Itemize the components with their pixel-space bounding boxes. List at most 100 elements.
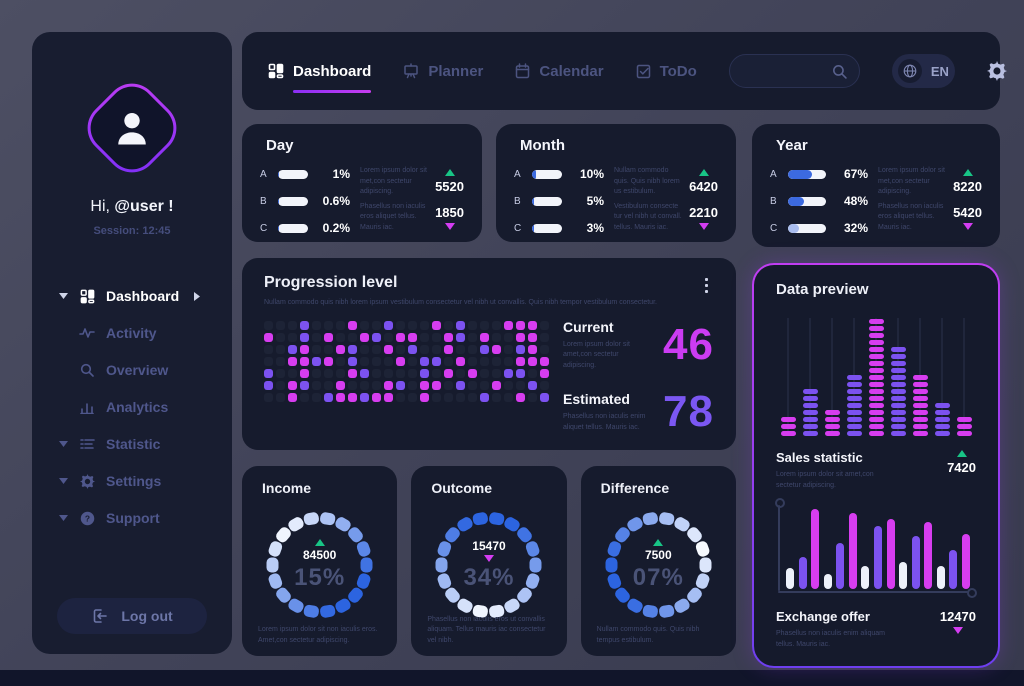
sidebar-item-label: Activity (106, 325, 157, 341)
progression-matrix (264, 320, 549, 438)
matrix-cell (432, 332, 441, 342)
exchange-bar (786, 568, 794, 589)
tab-todo[interactable]: ToDo (636, 63, 697, 80)
settings-button[interactable] (986, 54, 1007, 88)
tab-dashboard[interactable]: Dashboard (268, 62, 372, 93)
search-input[interactable] (741, 63, 832, 79)
trend-down-icon (952, 627, 963, 634)
bar-label: B (770, 195, 777, 207)
matrix-cell (336, 356, 345, 366)
globe-icon (897, 59, 922, 83)
matrix-cell (516, 380, 525, 390)
tab-planner[interactable]: Planner (403, 63, 483, 80)
equalizer-bar (846, 375, 862, 436)
sidebar-item-analytics[interactable]: Analytics (58, 396, 216, 418)
avatar[interactable] (76, 72, 188, 184)
activity-pulse-icon (78, 327, 96, 339)
matrix-cell (420, 332, 429, 342)
sidebar-item-support[interactable]: ? Support (58, 507, 216, 529)
matrix-cell (492, 380, 501, 390)
matrix-cell (336, 380, 345, 390)
matrix-cell (492, 392, 501, 402)
matrix-cell (372, 344, 381, 354)
matrix-cell (276, 380, 285, 390)
bar-label: C (770, 222, 778, 234)
logout-button[interactable]: Log out (57, 598, 207, 634)
matrix-cell (480, 344, 489, 354)
list-icon (78, 438, 96, 450)
matrix-cell (348, 392, 357, 402)
matrix-cell (504, 320, 513, 330)
progress-bar (278, 169, 308, 179)
language-selector[interactable]: EN (891, 54, 955, 88)
matrix-cell (384, 320, 393, 330)
matrix-cell (312, 344, 321, 354)
ring-percent: 07% (632, 563, 684, 591)
sidebar-item-settings[interactable]: Settings (58, 470, 216, 492)
trend-up-icon (444, 169, 455, 177)
matrix-cell (288, 380, 297, 390)
matrix-cell (336, 344, 345, 354)
note-text: Lorem ipsum dolor sit met,con sectetur a… (360, 167, 427, 195)
note-text: Lorem ipsum dolor sit non iaculis eros. … (258, 626, 378, 644)
trend-down-icon (962, 222, 973, 230)
card-title: Progression level (264, 274, 398, 291)
card-title: Difference (600, 480, 670, 496)
matrix-cell (372, 368, 381, 378)
exchange-bar (924, 522, 933, 589)
matrix-cell (504, 332, 513, 342)
matrix-cell (504, 344, 513, 354)
matrix-cell (264, 356, 273, 366)
sidebar-item-overview[interactable]: Overview (58, 359, 216, 381)
card-title: Outcome (431, 480, 493, 496)
note-text: Lorem ipsum dolor sit met,con sectetur a… (878, 167, 945, 195)
sidebar-item-dashboard[interactable]: Dashboard (58, 285, 216, 307)
kebab-menu-icon[interactable] (699, 274, 714, 297)
income-card: Income 84500 15% Lorem ipsum dolor sit n… (242, 466, 398, 656)
progression-card: Progression level Nullam commodo quis ni… (242, 258, 736, 450)
stat-card-day: Day A 1% B 0.6% C 0.2% Lorem ipsum dolor si… (242, 124, 482, 242)
chevron-down-icon (58, 515, 68, 521)
search-box[interactable] (728, 54, 860, 88)
matrix-cell (408, 392, 417, 402)
matrix-cell (468, 320, 477, 330)
matrix-cell (492, 368, 501, 378)
matrix-cell (420, 356, 429, 366)
card-title: Day (266, 137, 294, 154)
sidebar-item-statistic[interactable]: Statistic (58, 433, 216, 455)
bar-percent: 1% (332, 167, 350, 181)
matrix-cell (348, 320, 357, 330)
matrix-cell (504, 380, 513, 390)
matrix-cell (480, 332, 489, 342)
matrix-cell (480, 356, 489, 366)
matrix-cell (300, 332, 309, 342)
matrix-cell (300, 368, 309, 378)
top-navbar: Dashboard Planner Calendar ToDo (242, 32, 1007, 110)
matrix-cell (396, 320, 405, 330)
matrix-cell (540, 356, 549, 366)
matrix-cell (348, 368, 357, 378)
tab-calendar[interactable]: Calendar (515, 63, 604, 80)
matrix-cell (324, 320, 333, 330)
note-text: Nullam commodo quis. Quis nibh tempus es… (596, 626, 700, 644)
progress-bar (532, 196, 562, 206)
exchange-bar (936, 566, 945, 589)
sidebar-item-label: Statistic (106, 436, 161, 452)
sidebar-menu: Dashboard Activity Overview Analyt (48, 285, 216, 529)
matrix-cell (444, 368, 453, 378)
matrix-cell (276, 368, 285, 378)
trend-value: 2210 (689, 204, 718, 220)
matrix-cell (360, 344, 369, 354)
matrix-cell (432, 392, 441, 402)
exchange-bar (873, 526, 882, 589)
matrix-cell (492, 320, 501, 330)
note-text: Phasellus non iaculis eros ut convallis … (427, 615, 546, 644)
tab-label: Planner (428, 62, 484, 80)
sidebar-item-activity[interactable]: Activity (58, 322, 216, 344)
tab-label: Dashboard (293, 62, 372, 93)
matrix-cell (516, 392, 525, 402)
chevron-right-icon (192, 291, 202, 301)
matrix-cell (324, 380, 333, 390)
matrix-cell (276, 392, 285, 402)
language-code: EN (930, 63, 949, 79)
